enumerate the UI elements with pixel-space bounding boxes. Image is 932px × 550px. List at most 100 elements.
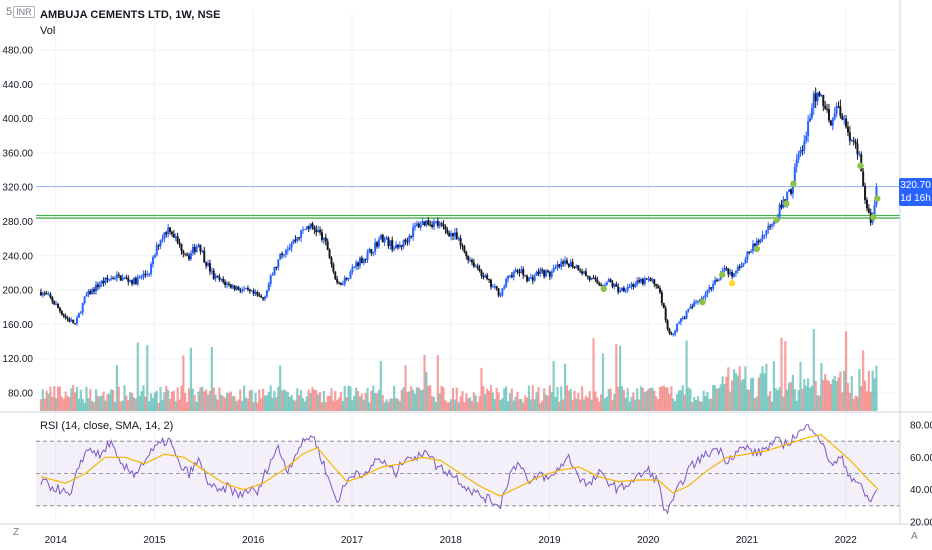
candle-body <box>229 284 232 288</box>
currency-indicator[interactable]: 5 INR <box>6 6 35 18</box>
volume-bar <box>480 367 483 411</box>
auto-scale-button[interactable]: A <box>911 531 918 542</box>
candle-body <box>353 267 356 269</box>
volume-bar <box>431 396 434 411</box>
volume-bar <box>398 400 401 411</box>
volume-bar <box>45 390 48 411</box>
candle-body <box>396 244 399 248</box>
volume-bar <box>727 367 730 411</box>
volume-bar <box>186 402 189 411</box>
candle-body <box>474 266 477 268</box>
volume-bar <box>134 398 137 411</box>
symbol-title[interactable]: AMBUJA CEMENTS LTD, 1W, NSE <box>40 9 221 21</box>
volume-bar <box>548 385 551 411</box>
candle-body <box>140 276 143 278</box>
candle-body <box>839 106 842 116</box>
volume-bar <box>535 392 538 411</box>
volume-bar <box>294 400 297 411</box>
candle-body <box>786 191 789 204</box>
candle-body <box>43 292 46 294</box>
volume-bar <box>664 387 667 411</box>
volume-bar <box>75 387 79 411</box>
volume-bar <box>250 389 253 411</box>
candle-body <box>102 280 105 284</box>
candle-body <box>377 239 380 247</box>
signal-dot <box>857 162 864 169</box>
volume-bar <box>320 402 324 411</box>
candle-body <box>865 199 868 209</box>
volume-bar <box>381 394 384 411</box>
candle-body <box>286 249 289 251</box>
candle-body <box>586 275 589 277</box>
volume-bar <box>243 385 246 411</box>
volume-bar <box>647 388 650 411</box>
volume-bar <box>541 400 544 411</box>
volume-bar <box>875 365 878 411</box>
candle-body <box>110 278 113 280</box>
candle-body <box>510 275 513 278</box>
volume-bar <box>423 354 426 411</box>
price-tick-label: 280.00 <box>2 217 33 228</box>
volume-bar <box>56 386 60 411</box>
candle-body <box>529 277 532 279</box>
candle-body <box>400 245 403 247</box>
volume-bar <box>127 400 130 411</box>
volume-bar <box>691 402 694 411</box>
candle-body <box>214 275 217 279</box>
volume-bar <box>55 398 58 411</box>
candle-body <box>433 221 436 227</box>
candle-body <box>98 284 101 288</box>
candle-body <box>539 269 542 275</box>
candle-body <box>220 278 223 280</box>
volume-bar <box>208 390 212 411</box>
candle-body <box>165 232 168 235</box>
volume-bar <box>873 378 876 411</box>
candle-body <box>862 171 865 187</box>
candle-body <box>841 115 844 120</box>
volume-bar <box>615 344 618 411</box>
candle-body <box>791 183 794 194</box>
rsi-legend[interactable]: RSI (14, close, SMA, 14, 2) <box>40 420 174 432</box>
timezone-button[interactable]: Z <box>13 527 20 538</box>
volume-bar <box>39 399 43 411</box>
volume-bar <box>136 342 139 411</box>
candle-body <box>381 234 384 243</box>
candle-body <box>115 274 118 279</box>
volume-bar <box>677 390 681 411</box>
volume-bar <box>797 390 800 411</box>
volume-bar <box>187 388 191 411</box>
candle-body <box>186 254 189 256</box>
candle-body <box>457 238 460 240</box>
candle-body <box>347 278 350 280</box>
candle-body <box>58 307 61 312</box>
volume-bar <box>305 396 308 411</box>
volume-bar <box>806 378 810 411</box>
volume-bar <box>525 397 529 411</box>
volume-legend[interactable]: Vol <box>40 25 56 37</box>
volume-bar <box>271 397 274 411</box>
volume-bar <box>123 385 126 411</box>
volume-bar <box>666 387 669 411</box>
volume-bar <box>755 396 758 411</box>
candle-body <box>725 268 728 270</box>
volume-bar <box>487 391 491 411</box>
volume-bar <box>822 380 825 411</box>
volume-bar <box>129 392 132 411</box>
candle-body <box>357 262 360 266</box>
candle-body <box>264 296 267 300</box>
candle-body <box>478 268 481 271</box>
volume-bar <box>427 385 430 411</box>
volume-bar <box>681 385 684 411</box>
volume-bar <box>656 399 660 411</box>
volume-bar <box>370 390 373 411</box>
candle-body <box>850 140 853 142</box>
candle-body <box>624 290 627 292</box>
candle-body <box>269 275 272 284</box>
price-tick-label: 240.00 <box>2 251 33 262</box>
candle-body <box>421 221 424 226</box>
volume-bar <box>440 386 443 411</box>
volume-bar <box>607 389 610 411</box>
candle-body <box>231 285 234 288</box>
